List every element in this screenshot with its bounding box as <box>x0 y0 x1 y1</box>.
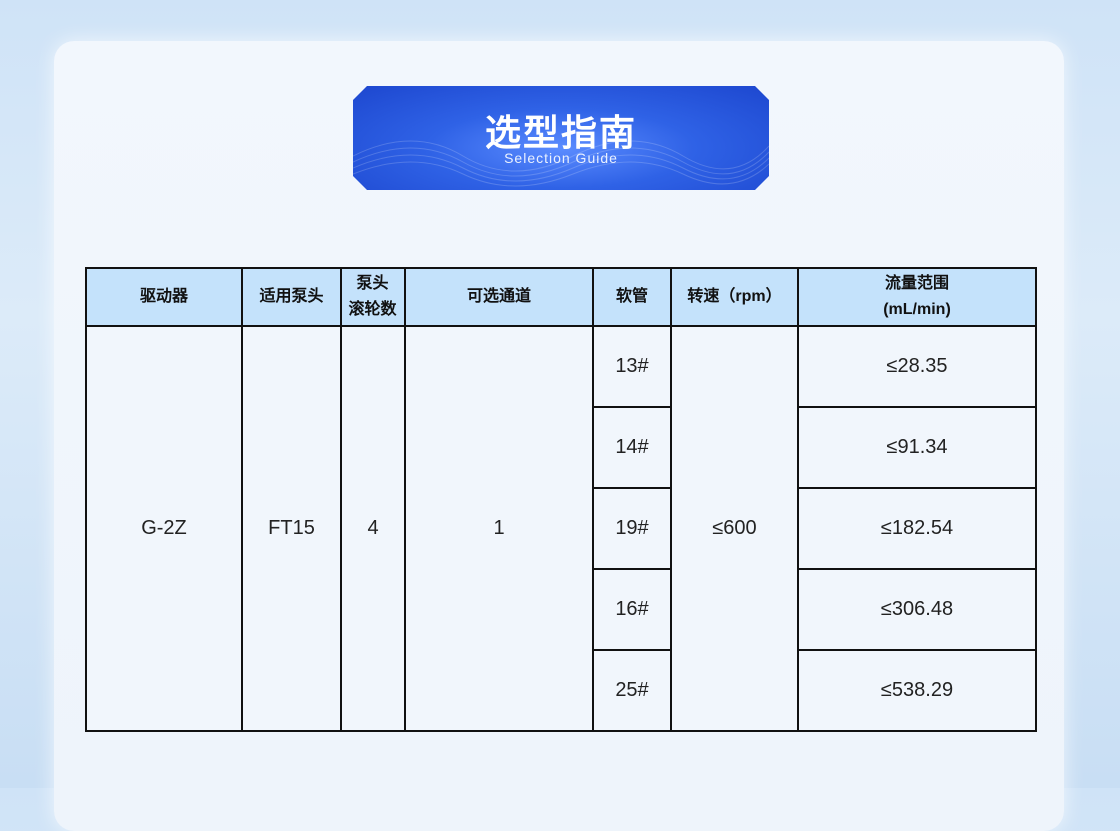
flow-cell: ≤306.48 <box>797 568 1037 651</box>
selection-guide-banner: 选型指南 Selection Guide <box>353 86 769 190</box>
header-channels: 可选通道 <box>404 267 594 327</box>
tube-cell: 13# <box>592 325 672 408</box>
header-driver: 驱动器 <box>85 267 243 327</box>
table-row: 14# ≤91.34 <box>86 406 1037 489</box>
tube-cell: 14# <box>592 406 672 489</box>
header-rollers: 泵头滚轮数 <box>340 267 406 327</box>
wave-decoration-icon <box>353 86 769 190</box>
flow-cell: ≤538.29 <box>797 649 1037 732</box>
header-pump-head: 适用泵头 <box>241 267 342 327</box>
header-speed: 转速（rpm） <box>670 267 799 327</box>
rollers-cell: 4 <box>340 325 406 732</box>
tube-cell: 19# <box>592 487 672 570</box>
channels-cell: 1 <box>404 325 594 732</box>
banner-title: 选型指南 <box>484 112 637 153</box>
table-header-row: 驱动器 适用泵头 泵头滚轮数 可选通道 软管 转速（rpm） 流量范围 (mL/m… <box>85 267 1037 327</box>
header-rollers-label: 泵头滚轮数 <box>348 275 397 318</box>
banner-subtitle: Selection Guide <box>504 150 618 166</box>
flow-cell: ≤182.54 <box>797 487 1037 570</box>
table-row: G-2Z FT15 4 1 13# ≤600 ≤28.35 <box>85 325 1037 732</box>
driver-cell: G-2Z <box>85 325 243 732</box>
tube-cell: 16# <box>592 568 672 651</box>
selection-table: 驱动器 适用泵头 泵头滚轮数 可选通道 软管 转速（rpm） 流量范围 (mL/m… <box>85 267 1037 732</box>
table-row: 16# ≤306.48 <box>86 568 1037 651</box>
header-flow: 流量范围 (mL/min) <box>797 267 1037 327</box>
speed-cell: ≤600 <box>670 325 799 732</box>
tube-cell: 25# <box>592 649 672 732</box>
header-tube: 软管 <box>592 267 672 327</box>
flow-cell: ≤91.34 <box>797 406 1037 489</box>
table-row: 25# ≤538.29 <box>86 649 1037 732</box>
flow-cell: ≤28.35 <box>797 325 1037 408</box>
table-row: 19# ≤182.54 <box>86 487 1037 570</box>
pump-head-cell: FT15 <box>241 325 342 732</box>
